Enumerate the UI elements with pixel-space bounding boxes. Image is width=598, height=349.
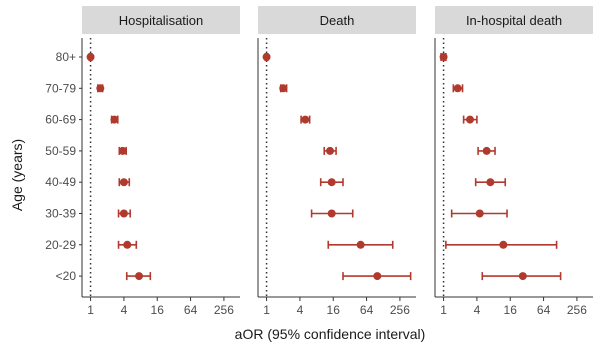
x-tick-label: 16: [327, 303, 341, 317]
x-tick-label: 4: [297, 303, 304, 317]
point-estimate: [279, 84, 288, 93]
estimate-30-39: [310, 209, 354, 218]
estimate-60-69: [462, 115, 478, 124]
x-tick-label: 16: [504, 303, 518, 317]
point-estimate: [110, 115, 119, 124]
point-estimate: [465, 115, 474, 124]
panel-2: In-hospital death 1 4 16 64 256: [434, 6, 593, 317]
x-tick-label: 256: [567, 303, 587, 317]
point-estimate: [86, 53, 95, 61]
estimate-60-69: [110, 115, 119, 124]
x-tick-label: 1: [87, 303, 94, 317]
point-estimate: [96, 84, 105, 93]
y-tick-label: 80+: [56, 50, 76, 64]
estimate-80+: [262, 53, 271, 61]
panel-title: Hospitalisation: [119, 13, 204, 28]
estimate-50-59: [118, 146, 127, 155]
panel-strip: [435, 6, 593, 34]
y-tick-label: 50-59: [45, 144, 76, 158]
panel-title: In-hospital death: [466, 13, 562, 28]
estimate-<20: [481, 272, 562, 281]
point-estimate: [453, 84, 462, 93]
point-estimate: [475, 209, 484, 218]
x-tick-label: 1: [440, 303, 447, 317]
x-tick-label: 256: [214, 303, 234, 317]
point-estimate: [499, 240, 508, 249]
y-tick-label: 60-69: [45, 113, 76, 127]
x-tick-label: 4: [474, 303, 481, 317]
x-tick-label: 256: [390, 303, 410, 317]
y-tick-label: 20-29: [45, 238, 76, 252]
point-estimate: [439, 53, 448, 61]
estimate-<20: [342, 272, 412, 281]
estimate-30-39: [117, 209, 132, 218]
point-estimate: [301, 115, 310, 124]
x-tick-label: 64: [537, 303, 551, 317]
estimate-60-69: [300, 115, 311, 124]
point-estimate: [119, 178, 128, 187]
panel-strip: [258, 6, 416, 34]
point-estimate: [119, 209, 128, 218]
x-tick-label: 64: [360, 303, 374, 317]
estimate-70-79: [96, 84, 105, 93]
y-tick-label: <20: [56, 269, 77, 283]
x-tick-label: 4: [121, 303, 128, 317]
panel-strip: [82, 6, 240, 34]
estimate-20-29: [445, 240, 558, 249]
point-estimate: [118, 146, 127, 155]
estimate-20-29: [327, 240, 394, 249]
y-tick-label: 70-79: [45, 81, 76, 95]
y-axis-title: Age (years): [9, 139, 25, 211]
point-estimate: [262, 53, 271, 61]
point-estimate: [326, 146, 335, 155]
point-estimate: [327, 209, 336, 218]
panel-0: Hospitalisation 1 4 16 64 256: [81, 6, 240, 317]
panel-1: Death 1 4 16 64 256: [257, 6, 416, 317]
estimate-70-79: [279, 84, 288, 93]
estimate-80+: [439, 53, 448, 61]
estimate-50-59: [477, 146, 496, 155]
estimate-30-39: [450, 209, 508, 218]
x-tick-label: 1: [263, 303, 270, 317]
estimate-<20: [125, 272, 152, 281]
point-estimate: [373, 272, 382, 281]
y-axis-tick-labels: 80+ 70-79 60-69 50-59 40-49 30-39 20-29 <20: [45, 50, 82, 283]
point-estimate: [486, 178, 495, 187]
estimate-40-49: [118, 178, 131, 187]
point-estimate: [482, 146, 491, 155]
point-estimate: [135, 272, 144, 281]
estimate-80+: [86, 53, 95, 61]
panel-title: Death: [320, 13, 355, 28]
point-estimate: [356, 240, 365, 249]
x-axis-title: aOR (95% confidence interval): [235, 326, 426, 342]
x-tick-label: 64: [184, 303, 198, 317]
point-estimate: [123, 240, 132, 249]
y-tick-label: 40-49: [45, 175, 76, 189]
point-estimate: [518, 272, 527, 281]
estimate-40-49: [474, 178, 507, 187]
estimate-50-59: [323, 146, 337, 155]
y-tick-label: 30-39: [45, 207, 76, 221]
estimate-70-79: [452, 84, 464, 93]
x-tick-label: 16: [151, 303, 165, 317]
estimate-20-29: [117, 240, 138, 249]
estimate-40-49: [319, 178, 344, 187]
point-estimate: [327, 178, 336, 187]
